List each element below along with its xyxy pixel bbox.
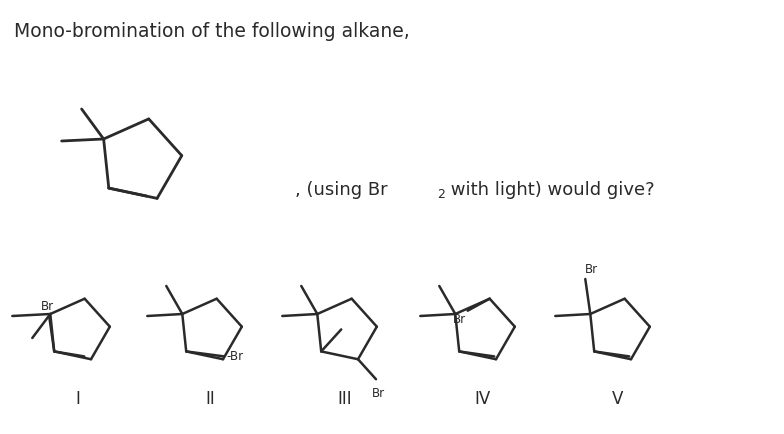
Text: 2: 2 bbox=[437, 188, 445, 201]
Text: Br: Br bbox=[41, 300, 54, 313]
Text: I: I bbox=[75, 390, 81, 408]
Text: II: II bbox=[205, 390, 215, 408]
Text: IV: IV bbox=[475, 390, 491, 408]
Text: III: III bbox=[338, 390, 352, 408]
Text: -Br: -Br bbox=[227, 350, 243, 363]
Text: Mono-bromination of the following alkane,: Mono-bromination of the following alkane… bbox=[14, 22, 410, 41]
Text: Br: Br bbox=[452, 313, 466, 326]
Text: with light) would give?: with light) would give? bbox=[445, 181, 655, 199]
Text: , (using Br: , (using Br bbox=[295, 181, 387, 199]
Text: V: V bbox=[612, 390, 624, 408]
Text: Br: Br bbox=[586, 263, 598, 276]
Text: Br: Br bbox=[372, 387, 385, 400]
